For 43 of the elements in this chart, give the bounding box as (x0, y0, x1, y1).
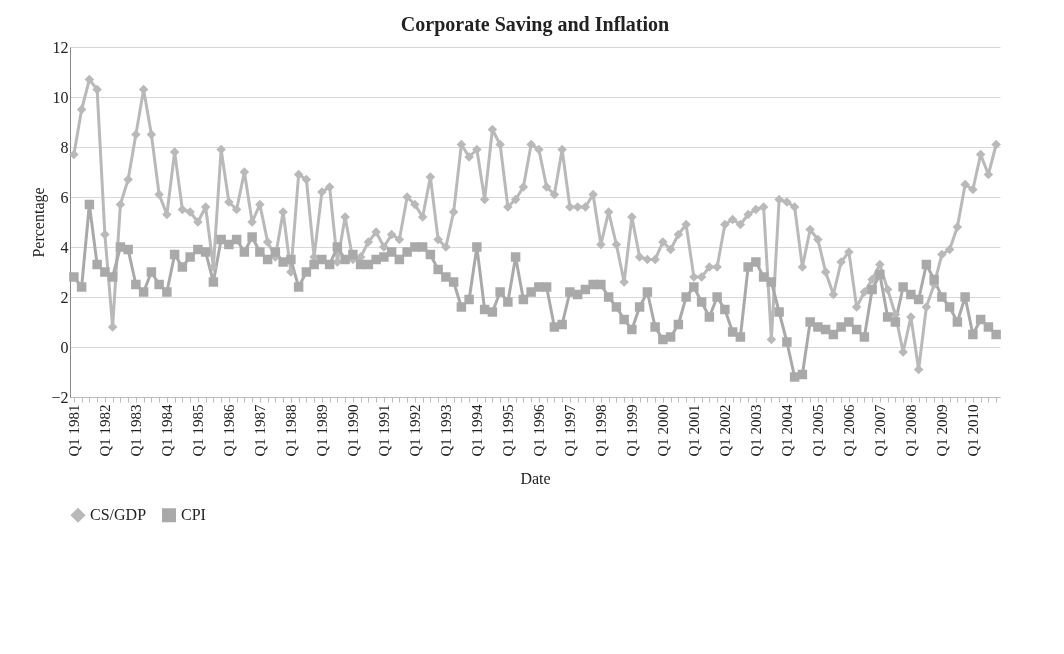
x-tick-label: Q1 1987 (252, 404, 269, 457)
y-tick-label: 6 (60, 188, 69, 206)
legend-label: CS/GDP (90, 506, 147, 524)
legend-label: CPI (181, 506, 206, 524)
x-tick-label: Q1 2004 (779, 404, 796, 457)
y-tick-label: 4 (60, 238, 69, 256)
y-tick-label: 10 (52, 88, 69, 106)
x-tick-label: Q1 1985 (190, 404, 207, 457)
x-tick-label: Q1 2008 (903, 404, 920, 457)
y-axis-title: Percentage (30, 187, 49, 258)
y-tick-label: 12 (52, 38, 69, 56)
x-tick-label: Q1 1989 (314, 404, 331, 457)
x-tick-label: Q1 1990 (345, 404, 362, 457)
x-tick-label: Q1 1992 (407, 404, 424, 457)
x-tick-label: Q1 2009 (934, 404, 951, 457)
x-tick-label: Q1 1993 (438, 404, 455, 457)
x-tick-label: Q1 1983 (128, 404, 145, 457)
y-tick-label: 2 (60, 288, 69, 306)
x-tick-label: Q1 2003 (748, 404, 765, 457)
chart-title: Corporate Saving and Inflation (400, 13, 670, 36)
x-tick-label: Q1 1996 (531, 404, 548, 457)
x-tick-label: Q1 2001 (686, 404, 703, 457)
x-tick-label: Q1 1994 (469, 404, 486, 457)
x-tick-label: Q1 1988 (283, 404, 300, 457)
x-tick-label: Q1 1986 (221, 404, 238, 457)
x-tick-label: Q1 1999 (624, 404, 641, 457)
y-tick-label: −2 (51, 388, 69, 406)
x-tick-label: Q1 2002 (717, 404, 734, 457)
x-tick-label: Q1 1991 (376, 404, 393, 457)
x-tick-label: Q1 1981 (66, 404, 83, 457)
x-tick-label: Q1 2000 (655, 404, 672, 457)
x-tick-label: Q1 1982 (97, 404, 114, 457)
y-tick-label: 0 (60, 338, 69, 356)
x-axis-title: Date (520, 469, 551, 487)
x-tick-label: Q1 2005 (810, 404, 827, 457)
x-tick-label: Q1 2010 (965, 404, 982, 457)
x-tick-label: Q1 1997 (562, 404, 579, 457)
x-tick-label: Q1 1984 (159, 404, 176, 457)
x-tick-label: Q1 2006 (841, 404, 858, 457)
x-tick-label: Q1 1995 (500, 404, 517, 457)
x-tick-label: Q1 2007 (872, 404, 889, 457)
x-tick-label: Q1 1998 (593, 404, 610, 457)
y-tick-label: 8 (60, 138, 69, 156)
